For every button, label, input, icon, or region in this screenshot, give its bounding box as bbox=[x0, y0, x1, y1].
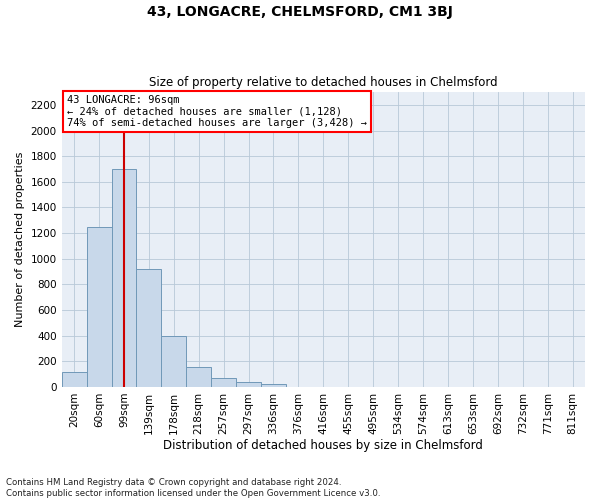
Title: Size of property relative to detached houses in Chelmsford: Size of property relative to detached ho… bbox=[149, 76, 497, 90]
Bar bbox=[62, 372, 86, 387]
Bar bbox=[161, 336, 186, 387]
Bar bbox=[236, 382, 261, 387]
Y-axis label: Number of detached properties: Number of detached properties bbox=[15, 152, 25, 327]
Text: 43, LONGACRE, CHELMSFORD, CM1 3BJ: 43, LONGACRE, CHELMSFORD, CM1 3BJ bbox=[147, 5, 453, 19]
Bar bbox=[211, 378, 236, 387]
X-axis label: Distribution of detached houses by size in Chelmsford: Distribution of detached houses by size … bbox=[163, 440, 483, 452]
Bar bbox=[136, 269, 161, 387]
Text: 43 LONGACRE: 96sqm
← 24% of detached houses are smaller (1,128)
74% of semi-deta: 43 LONGACRE: 96sqm ← 24% of detached hou… bbox=[67, 95, 367, 128]
Bar bbox=[261, 384, 286, 387]
Bar bbox=[186, 367, 211, 387]
Bar bbox=[86, 226, 112, 387]
Text: Contains HM Land Registry data © Crown copyright and database right 2024.
Contai: Contains HM Land Registry data © Crown c… bbox=[6, 478, 380, 498]
Bar bbox=[112, 169, 136, 387]
